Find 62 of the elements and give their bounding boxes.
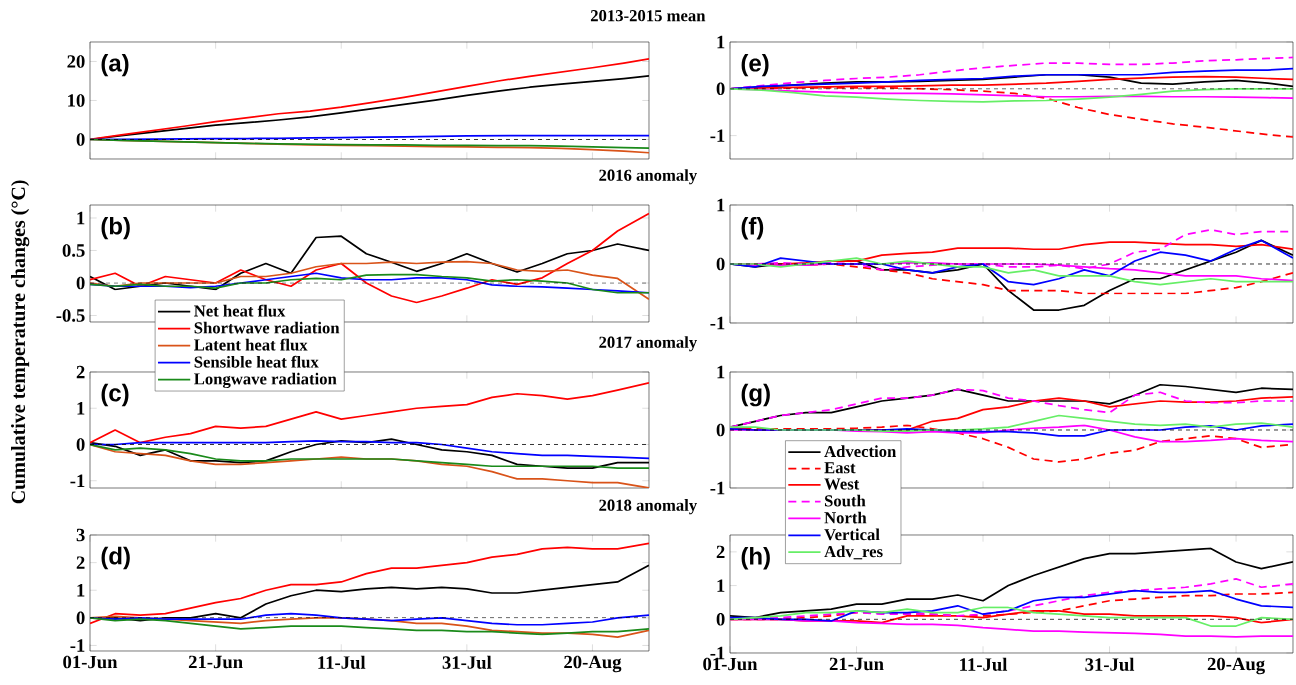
- legend-label: Shortwave radiation: [194, 321, 340, 334]
- y-tick-label: 20: [67, 55, 85, 68]
- x-tick-label: 31-Jul: [442, 655, 492, 669]
- y-tick-label: -1: [70, 639, 85, 652]
- y-tick-label: 0: [76, 276, 85, 290]
- y-tick-label: 1: [717, 579, 725, 592]
- annotation: (f): [741, 217, 764, 240]
- annotation: (c): [101, 383, 129, 407]
- y-tick-label: 10: [68, 94, 85, 107]
- x-tick-label: 11-Jul: [960, 657, 1008, 671]
- y-tick-label: 0: [716, 82, 725, 96]
- x-tick-label: 01-Jun: [63, 655, 118, 669]
- legend-label: Advection: [824, 445, 897, 458]
- y-tick-label: 2: [716, 545, 725, 559]
- chart-title: 2013-2015 mean: [590, 10, 706, 22]
- chart-title: 2017 anomaly: [599, 336, 698, 352]
- y-tick-label: 0: [716, 257, 725, 271]
- legend-label: Latent heat flux: [194, 338, 308, 351]
- legend-label: Net heat flux: [194, 304, 286, 317]
- y-tick-label: 0: [76, 133, 85, 146]
- y-tick-label: 1: [77, 584, 85, 597]
- y-tick-label: 1: [77, 211, 85, 225]
- x-tick-label: 20-Aug: [1207, 657, 1265, 675]
- y-tick-label: 0.5: [62, 244, 85, 257]
- y-tick-label: -1: [710, 316, 725, 330]
- chart-title: 2018 anomaly: [599, 499, 698, 515]
- legend-label: Vertical: [824, 528, 880, 541]
- legend-label: North: [824, 511, 867, 524]
- y-tick-label: 1: [77, 402, 85, 415]
- y-tick-label: 1: [717, 198, 725, 212]
- legend-label: South: [824, 494, 866, 507]
- legend-label: East: [824, 462, 856, 474]
- x-tick-label: 31-Jul: [1085, 657, 1135, 671]
- y-tick-label: 0: [76, 611, 85, 625]
- y-tick-label: -1: [710, 129, 725, 142]
- y-axis-title: Cumulative temperature changes (°C): [11, 180, 30, 504]
- y-tick-label: -1: [710, 481, 725, 495]
- y-tick-label: 1: [717, 35, 725, 49]
- x-tick-label: 11-Jul: [318, 655, 366, 669]
- legend-label: West: [824, 478, 860, 490]
- y-tick-label: 2: [76, 556, 85, 569]
- y-tick-label: 0: [716, 612, 725, 626]
- annotation: (b): [101, 216, 130, 240]
- x-tick-label: 21-Jun: [188, 655, 243, 669]
- y-tick-label: 3: [76, 528, 85, 542]
- y-tick-label: 2: [76, 365, 85, 379]
- x-tick-label: 20-Aug: [564, 655, 622, 673]
- legend-label: Longwave radiation: [194, 372, 337, 389]
- x-tick-label: 21-Jun: [829, 657, 884, 671]
- chart-title: 2016 anomaly: [599, 169, 698, 185]
- annotation: (g): [741, 383, 770, 407]
- y-tick-label: 0: [716, 423, 725, 437]
- y-tick-label: 0: [76, 438, 85, 451]
- y-tick-label: -0.5: [56, 309, 85, 322]
- annotation: (a): [101, 53, 129, 77]
- legend-label: Sensible heat flux: [194, 355, 319, 368]
- annotation: (h): [741, 547, 770, 570]
- y-tick-label: 1: [717, 365, 725, 379]
- legend-label: Adv_res: [824, 545, 883, 560]
- annotation: (d): [101, 546, 130, 570]
- y-tick-label: -1: [70, 474, 85, 487]
- annotation: (e): [741, 53, 769, 77]
